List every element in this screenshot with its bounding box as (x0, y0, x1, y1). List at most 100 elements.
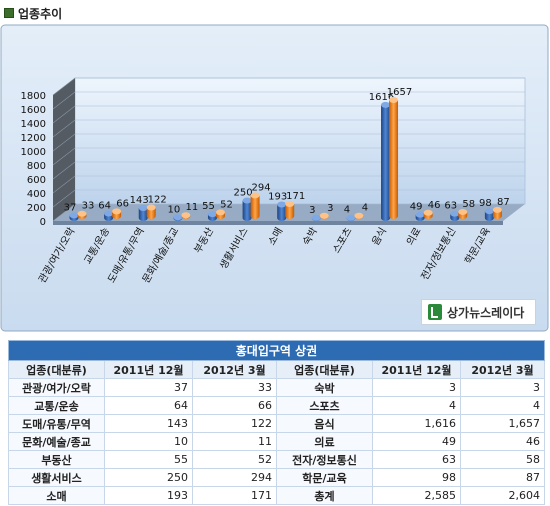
table-value-cell: 49 (372, 432, 461, 451)
bar-top (138, 204, 148, 211)
y-tick-label: 1600 (21, 105, 46, 116)
chart-area: 0 200 400 600 800 1000 1200 1400 1600 1800 37 33 64… (0, 24, 550, 332)
y-tick-label: 800 (27, 161, 46, 172)
table-header-cell: 업종(대분류) (276, 360, 373, 379)
bar-top (319, 212, 329, 219)
y-tick-label: 1400 (21, 119, 46, 130)
table-value-cell: 63 (372, 450, 461, 469)
gridline-side (52, 147, 76, 166)
bar-top (458, 208, 468, 215)
data-label: 250 (234, 188, 253, 199)
chart-floor-edge (53, 221, 503, 225)
bar (285, 201, 295, 219)
bar-top (277, 201, 287, 208)
section-header: 업종추이 (4, 4, 62, 22)
gridline-side (52, 189, 76, 208)
data-label: 11 (185, 202, 198, 213)
table-value-cell: 66 (192, 396, 277, 415)
gridline-side (52, 133, 76, 152)
table-value-cell: 2,604 (460, 486, 545, 505)
gridline-side (52, 77, 76, 96)
table-value-cell: 58 (460, 450, 545, 469)
gridline-side (52, 91, 76, 110)
data-label: 1616 (369, 92, 394, 103)
bar (346, 214, 356, 222)
bar (484, 208, 494, 222)
table-category-cell: 숙박 (276, 378, 373, 397)
table-value-cell: 52 (192, 450, 277, 469)
table-value-cell: 193 (104, 486, 193, 505)
data-label: 55 (202, 201, 215, 212)
bar-top (285, 201, 295, 208)
gridline-side (52, 161, 76, 180)
y-tick-label: 1000 (21, 147, 46, 158)
bar (381, 101, 391, 222)
bar (207, 211, 217, 222)
y-tick-label: 1200 (21, 133, 46, 144)
bar-top (389, 97, 399, 104)
data-label: 143 (130, 195, 149, 206)
table-row: 교통/운송 64 66 스포츠 4 4 (8, 396, 545, 415)
logo-badge: 상가뉴스레이다 (421, 299, 536, 325)
bar (450, 210, 460, 222)
table-value-cell: 11 (192, 432, 277, 451)
table-value-cell: 37 (104, 378, 193, 397)
data-label: 49 (410, 202, 423, 213)
table-header-cell: 업종(대분류) (8, 360, 105, 379)
table-category-cell: 소매 (8, 486, 105, 505)
bar-top (250, 192, 260, 199)
bar-top (242, 197, 252, 204)
chart-side-wall (53, 78, 75, 221)
table-category-cell: 전자/정보통신 (276, 450, 373, 469)
bar-top (69, 212, 79, 219)
data-label: 10 (167, 204, 180, 215)
bar (173, 214, 183, 222)
y-tick-label: 1800 (21, 91, 46, 102)
bar-top (112, 208, 122, 215)
table-category-cell: 도매/유통/무역 (8, 414, 105, 433)
table-value-cell: 3 (372, 378, 461, 397)
bar-body (389, 100, 399, 219)
bar (215, 209, 225, 219)
gridline-side (52, 203, 76, 222)
table-body: 관광/여가/오락 37 33 숙박 3 3 교통/운송 64 66 스포츠 4 4 도매/유통/무역 14… (8, 378, 545, 505)
bullet-icon (4, 8, 14, 18)
data-label: 87 (497, 197, 510, 208)
table-row: 관광/여가/오락 37 33 숙박 3 3 (8, 378, 545, 397)
bar-top (423, 209, 433, 216)
data-label: 3 (327, 203, 333, 214)
table-value-cell: 33 (192, 378, 277, 397)
bar (181, 212, 191, 219)
bar (415, 211, 425, 222)
bar (138, 204, 148, 221)
table-value-cell: 2,585 (372, 486, 461, 505)
gridline-side (52, 175, 76, 194)
table-category-cell: 생활서비스 (8, 468, 105, 487)
table-category-cell: 스포츠 (276, 396, 373, 415)
data-label: 171 (286, 191, 305, 202)
data-label: 63 (444, 201, 457, 212)
table-row: 소매 193 171 총계 2,585 2,604 (8, 486, 545, 505)
bar (354, 212, 364, 219)
gridline-side (52, 105, 76, 124)
bar-top (381, 101, 391, 108)
table-value-cell: 3 (460, 378, 545, 397)
data-label: 37 (64, 202, 77, 213)
table-category-cell: 음식 (276, 414, 373, 433)
y-tick-label: 400 (27, 189, 46, 200)
bar-top (207, 211, 217, 218)
table-header-row: 업종(대분류) 2011년 12월 2012년 3월 업종(대분류) 2011년 12월… (8, 360, 545, 379)
bar-body (381, 104, 391, 222)
table-value-cell: 1,616 (372, 414, 461, 433)
y-axis-ticks: 0 200 400 600 800 1000 1200 1400 1600 1800 (21, 91, 46, 228)
bar (277, 201, 287, 222)
bar (389, 97, 399, 219)
y-tick-label: 0 (40, 217, 46, 228)
table-value-cell: 87 (460, 468, 545, 487)
table-value-cell: 122 (192, 414, 277, 433)
data-label: 33 (82, 201, 95, 212)
bar-top (354, 212, 364, 219)
bar-top (104, 210, 114, 217)
table-value-cell: 55 (104, 450, 193, 469)
